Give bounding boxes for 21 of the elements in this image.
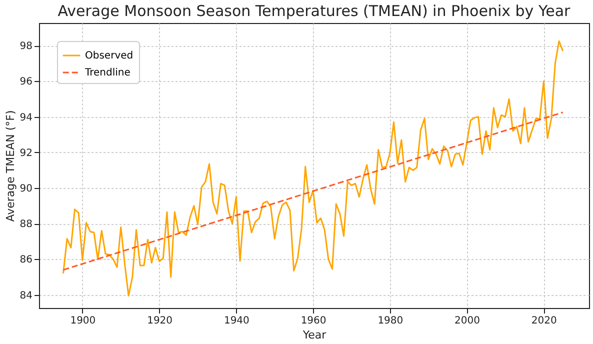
legend-label: Observed <box>85 50 134 62</box>
y-tick-label: 94 <box>20 112 32 124</box>
y-tick-label: 84 <box>20 290 32 302</box>
chart-title: Average Monsoon Season Temperatures (TMEAN) in Phoenix by Year <box>58 2 572 20</box>
y-tick-label: 92 <box>20 148 32 159</box>
x-tick-label: 1960 <box>300 316 326 326</box>
x-tick-label: 1920 <box>147 316 173 326</box>
x-tick-label: 1980 <box>378 316 404 326</box>
x-tick-label: 2000 <box>454 316 480 326</box>
x-axis-title: Year <box>302 328 327 342</box>
y-tick-label: 90 <box>20 184 32 195</box>
y-tick-label: 88 <box>20 219 32 230</box>
y-tick-label: 98 <box>20 41 32 52</box>
legend-label: Trendline <box>84 68 130 78</box>
x-tick-label: 1940 <box>224 316 250 326</box>
x-tick-label: 2020 <box>531 316 557 326</box>
y-tick-label: 96 <box>20 76 32 88</box>
x-tick-label: 1900 <box>70 316 96 326</box>
y-axis-title: Average TMEAN (°F) <box>4 110 17 222</box>
line-series <box>62 40 564 296</box>
y-tick-label: 86 <box>20 254 32 266</box>
